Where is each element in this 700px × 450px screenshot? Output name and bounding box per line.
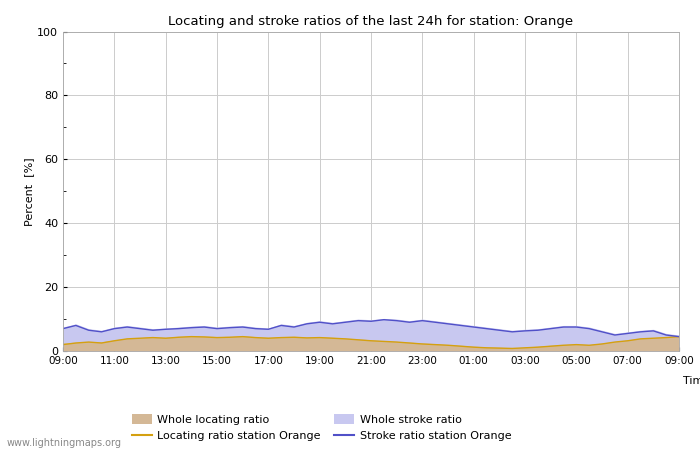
Y-axis label: Percent  [%]: Percent [%] — [25, 157, 34, 225]
Text: www.lightningmaps.org: www.lightningmaps.org — [7, 438, 122, 448]
Legend: Whole locating ratio, Locating ratio station Orange, Whole stroke ratio, Stroke : Whole locating ratio, Locating ratio sta… — [132, 414, 512, 441]
Title: Locating and stroke ratios of the last 24h for station: Orange: Locating and stroke ratios of the last 2… — [169, 14, 573, 27]
Text: Time: Time — [683, 376, 700, 386]
